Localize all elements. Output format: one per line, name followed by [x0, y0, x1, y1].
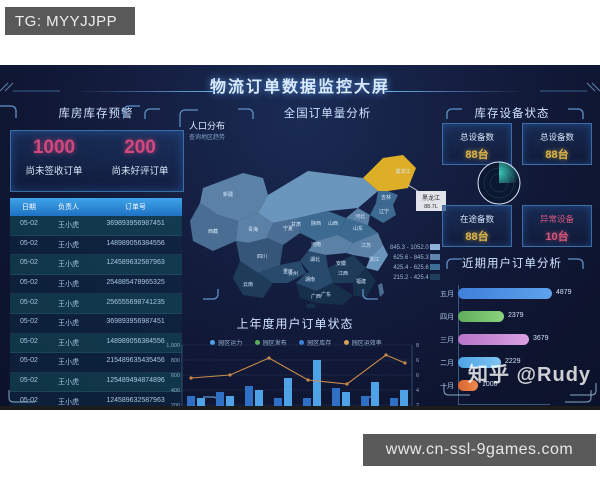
- svg-text:山西: 山西: [328, 220, 338, 227]
- svg-text:陕西: 陕西: [311, 220, 321, 227]
- svg-text:600: 600: [171, 373, 180, 379]
- svg-text:江苏: 江苏: [361, 242, 371, 249]
- svg-text:云南: 云南: [243, 281, 253, 288]
- svg-text:浙江: 浙江: [369, 256, 379, 263]
- svg-text:8: 8: [416, 343, 419, 349]
- svg-text:吉林: 吉林: [381, 194, 391, 201]
- svg-text:1,000: 1,000: [166, 343, 180, 349]
- svg-text:四川: 四川: [257, 254, 267, 260]
- svg-text:河南: 河南: [311, 241, 321, 248]
- svg-text:山东: 山东: [353, 225, 363, 232]
- svg-text:2: 2: [416, 403, 419, 409]
- svg-text:黑龙江: 黑龙江: [422, 194, 440, 202]
- svg-text:湖北: 湖北: [310, 256, 320, 263]
- svg-text:江西: 江西: [338, 270, 348, 277]
- svg-text:贵州: 贵州: [288, 270, 298, 277]
- svg-text:新疆: 新疆: [223, 191, 233, 198]
- svg-text:甘肃: 甘肃: [291, 221, 301, 228]
- svg-text:青海: 青海: [248, 226, 258, 233]
- svg-text:88.7L: 88.7L: [424, 204, 438, 210]
- svg-text:湖南: 湖南: [305, 276, 315, 283]
- svg-text:广西: 广西: [311, 293, 321, 300]
- svg-text:800: 800: [171, 358, 180, 364]
- svg-text:4: 4: [416, 388, 419, 394]
- svg-text:6: 6: [416, 373, 419, 379]
- svg-text:广东: 广东: [321, 291, 331, 298]
- svg-text:安徽: 安徽: [336, 260, 346, 267]
- svg-text:400: 400: [171, 388, 180, 394]
- svg-text:河北: 河北: [355, 213, 365, 220]
- svg-text:6: 6: [416, 358, 419, 364]
- svg-text:200: 200: [171, 403, 180, 409]
- svg-text:辽宁: 辽宁: [379, 208, 389, 215]
- svg-text:黑龙江: 黑龙江: [395, 168, 410, 175]
- svg-text:西藏: 西藏: [208, 228, 218, 235]
